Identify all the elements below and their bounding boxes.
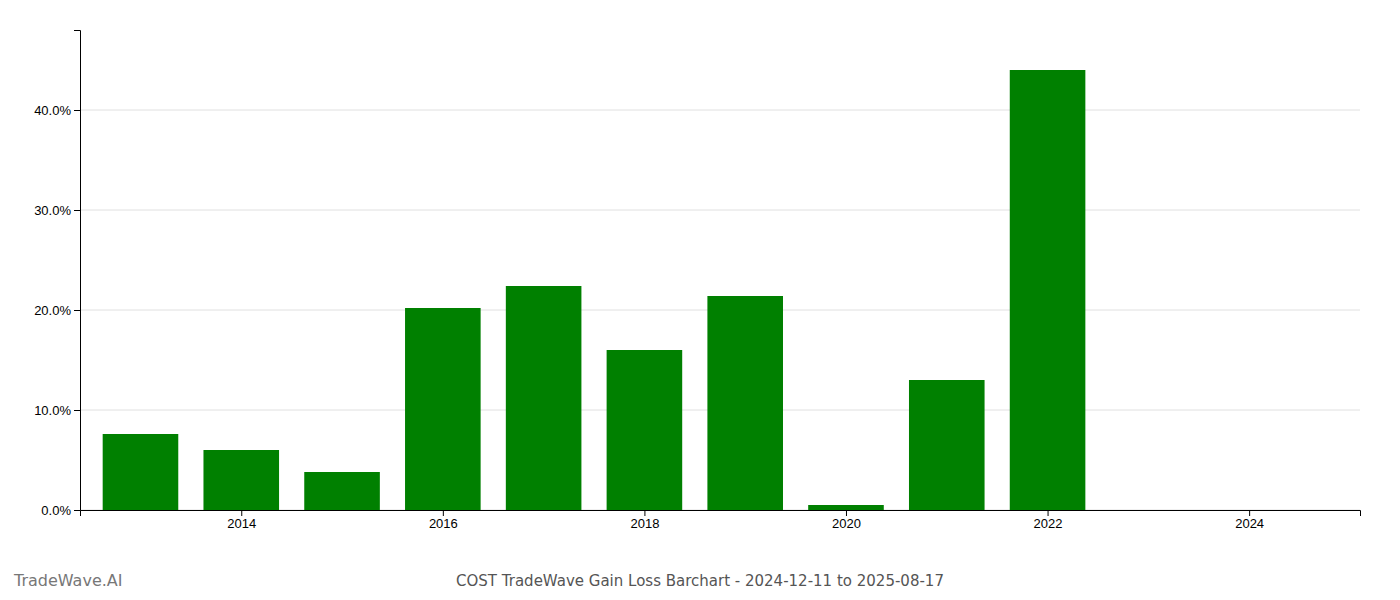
- y-axis-line: [74, 31, 81, 511]
- bar: [909, 380, 985, 510]
- y-tick: 10.0%: [34, 403, 80, 418]
- x-tick-mark: [1249, 510, 1250, 516]
- x-tick-label: 2024: [1235, 516, 1264, 531]
- x-tick-label: 2016: [429, 516, 458, 531]
- y-tick: 20.0%: [34, 303, 80, 318]
- bar: [103, 434, 179, 510]
- bars: [103, 70, 1086, 510]
- bar: [707, 296, 783, 510]
- y-tick-label: 20.0%: [34, 303, 71, 318]
- bar: [1010, 70, 1086, 510]
- x-tick-label: 2020: [832, 516, 861, 531]
- y-axis: 0.0% 10.0% 20.0% 30.0% 40.0%: [34, 31, 80, 518]
- bar: [506, 286, 582, 510]
- y-tick-label: 0.0%: [41, 503, 71, 518]
- y-tick-mark: [74, 510, 80, 511]
- bar: [1111, 510, 1187, 511]
- y-tick: 30.0%: [34, 203, 80, 218]
- y-tick-mark: [74, 410, 80, 411]
- y-tick-label: 10.0%: [34, 403, 71, 418]
- grid-line: [80, 210, 1360, 211]
- grid-line: [80, 110, 1360, 111]
- x-tick: 2018: [630, 510, 659, 531]
- y-tick-label: 30.0%: [34, 203, 71, 218]
- chart: 2014 2016 2018 2020 2022 2024 0.0% 10.0% 20.0% 30…: [0, 0, 1400, 600]
- title: COST TradeWave Gain Loss Barchart - 2024…: [456, 572, 944, 590]
- grid: [80, 110, 1360, 510]
- x-tick: 2024: [1235, 510, 1264, 531]
- bar: [203, 450, 279, 510]
- bar: [808, 505, 884, 510]
- x-tick-mark: [846, 510, 847, 516]
- x-axis-line: [81, 511, 1361, 517]
- plot: 2014 2016 2018 2020 2022 2024 0.0% 10.0% 20.0% 30…: [34, 31, 1360, 532]
- x-tick-label: 2014: [227, 516, 256, 531]
- x-tick: 2016: [429, 510, 458, 531]
- y-tick-mark: [74, 110, 80, 111]
- bar: [304, 472, 380, 510]
- x-tick: 2020: [832, 510, 861, 531]
- y-tick: 40.0%: [34, 103, 80, 118]
- y-tick-label: 40.0%: [34, 103, 71, 118]
- x-tick-mark: [443, 510, 444, 516]
- watermark: TradeWave.AI: [13, 571, 122, 590]
- x-axis: 2014 2016 2018 2020 2022 2024: [81, 510, 1361, 531]
- x-tick: 2014: [227, 510, 256, 531]
- bar: [607, 350, 683, 510]
- bar: [405, 308, 481, 510]
- x-tick: 2022: [1034, 510, 1063, 531]
- y-tick-mark: [74, 310, 80, 311]
- bar: [1211, 510, 1287, 511]
- x-tick-mark: [644, 510, 645, 516]
- x-tick-mark: [241, 510, 242, 516]
- y-tick: 0.0%: [41, 503, 80, 518]
- x-tick-label: 2022: [1034, 516, 1063, 531]
- y-tick-mark: [74, 210, 80, 211]
- x-tick-mark: [1048, 510, 1049, 516]
- x-tick-label: 2018: [630, 516, 659, 531]
